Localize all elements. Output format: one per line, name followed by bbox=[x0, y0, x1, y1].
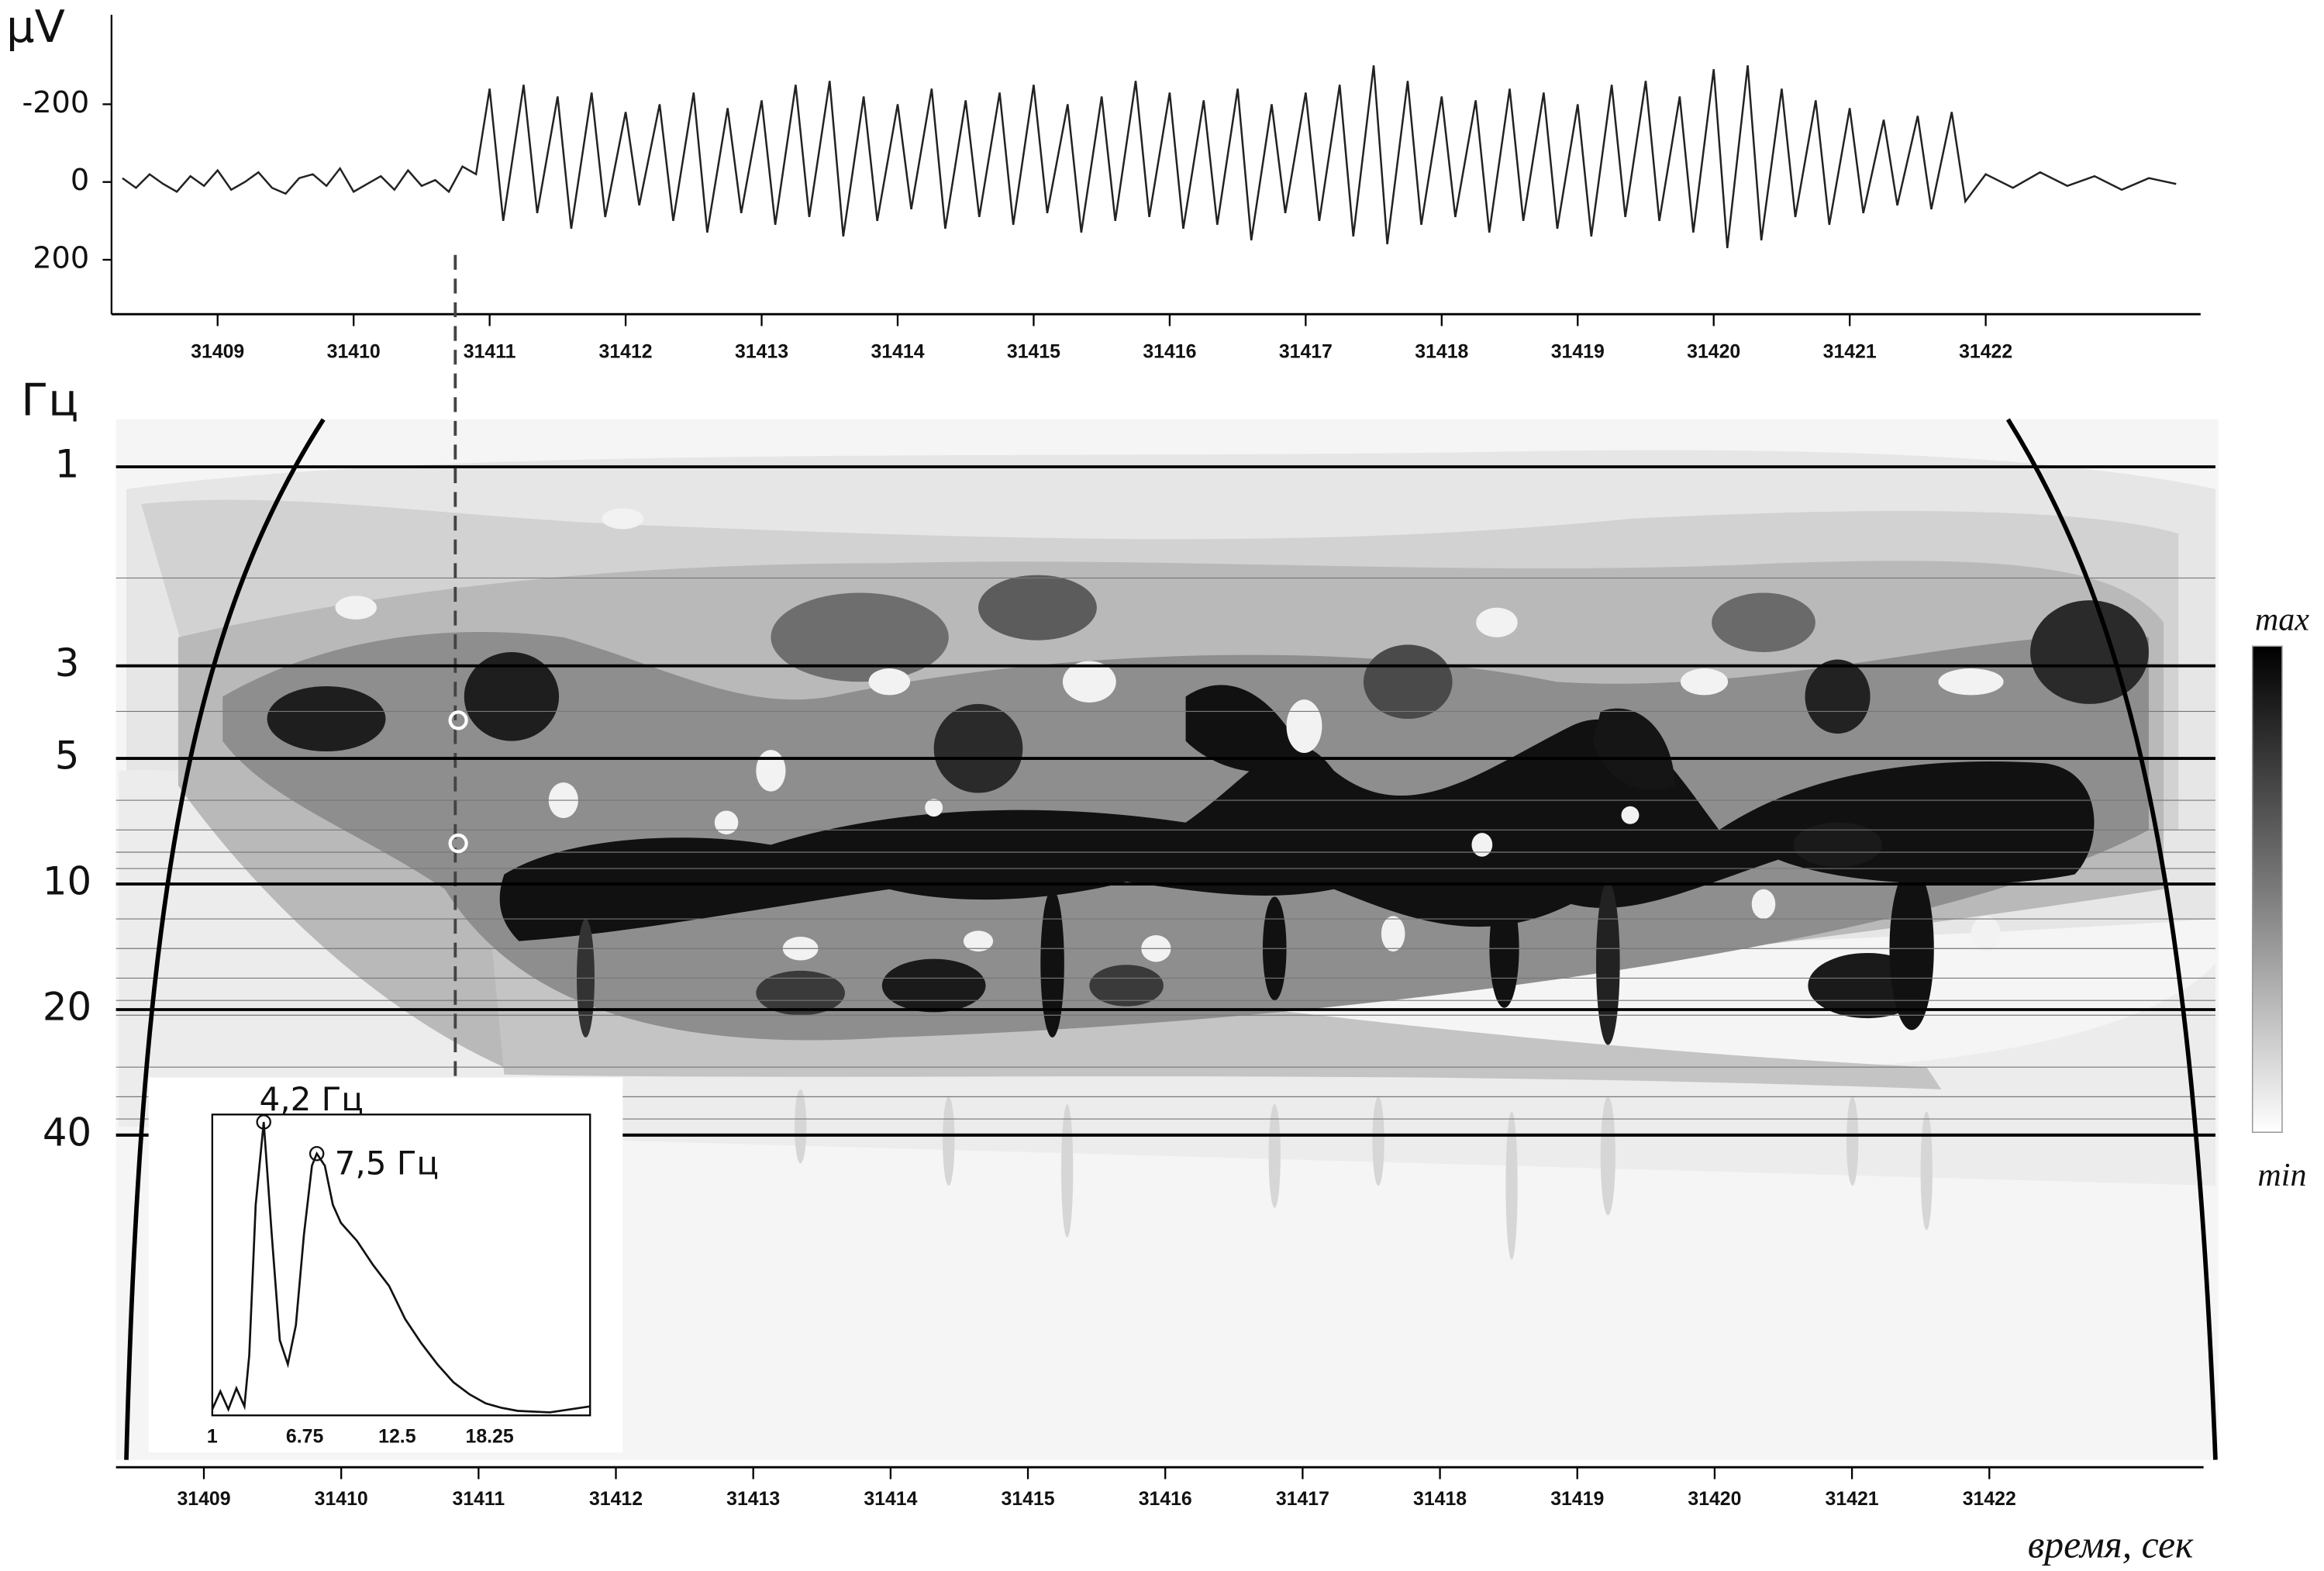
cone-of-influence bbox=[2005, 418, 2218, 1460]
inset-spectrum: 1 6.75 12.5 18.25 4,2 Гц 7,5 Гц bbox=[148, 1077, 623, 1453]
colorbar-max: max bbox=[2255, 602, 2309, 637]
peak-marker bbox=[309, 1146, 325, 1162]
x-tick-label: 31416 bbox=[1143, 341, 1196, 362]
x-tick-label: 31412 bbox=[589, 1489, 643, 1510]
x-tick-label: 31416 bbox=[1139, 1489, 1192, 1510]
x-tick-label: 31418 bbox=[1413, 1489, 1467, 1510]
x-tick-label: 31421 bbox=[1826, 1489, 1879, 1510]
y-tick-label: 10 bbox=[43, 859, 91, 904]
x-tick-label: 31422 bbox=[1959, 341, 2012, 362]
eeg-panel: μV 31409 31410 31411 31412 31413 31414 31415 31… bbox=[6, 1, 2201, 362]
y-tick-label: 3 bbox=[55, 640, 80, 685]
colorbar-min: min bbox=[2257, 1158, 2306, 1193]
x-tick-label: 31411 bbox=[464, 341, 516, 362]
x-tick-label: 31415 bbox=[1007, 341, 1060, 362]
x-tick-label: 31417 bbox=[1279, 341, 1333, 362]
x-tick-label: 31418 bbox=[1415, 341, 1468, 362]
x-tick-label: 1 bbox=[207, 1427, 218, 1448]
x-tick-label: 31411 bbox=[453, 1489, 505, 1510]
x-tick-label: 31420 bbox=[1687, 341, 1740, 362]
peak-marker bbox=[448, 710, 468, 730]
x-tick-label: 31420 bbox=[1688, 1489, 1741, 1510]
x-axis-label: время, сек bbox=[2028, 1524, 2194, 1566]
peak-marker bbox=[448, 833, 468, 854]
y-tick-label: 200 bbox=[33, 242, 89, 276]
x-tick-label: 31412 bbox=[599, 341, 653, 362]
y-tick-label: 5 bbox=[55, 734, 80, 779]
x-tick-label: 31413 bbox=[735, 341, 788, 362]
x-tick-label: 31414 bbox=[864, 1489, 917, 1510]
x-tick-label: 31414 bbox=[871, 341, 924, 362]
data-line bbox=[211, 1121, 591, 1414]
y-tick-label: 20 bbox=[43, 984, 91, 1029]
y-tick-label: 0 bbox=[71, 164, 89, 198]
spectrogram-contours bbox=[119, 450, 2215, 1260]
y-tick-label: -200 bbox=[22, 86, 89, 120]
inset-frame bbox=[211, 1114, 591, 1417]
y-axis-label: Гц bbox=[21, 375, 78, 426]
x-tick-label: 31419 bbox=[1550, 1489, 1604, 1510]
annotation: 7,5 Гц bbox=[335, 1145, 439, 1183]
x-tick-label: 31415 bbox=[1002, 1489, 1055, 1510]
x-tick-label: 18.25 bbox=[466, 1427, 514, 1448]
x-tick-label: 12.5 bbox=[378, 1427, 416, 1448]
x-tick-label: 31413 bbox=[726, 1489, 780, 1510]
x-tick-label: 31409 bbox=[191, 341, 244, 362]
x-tick-label: 31421 bbox=[1823, 341, 1877, 362]
x-tick-label: 31422 bbox=[1963, 1489, 2016, 1510]
cone-of-influence bbox=[124, 418, 326, 1460]
y-tick-label: 1 bbox=[55, 441, 80, 486]
x-tick-label: 31419 bbox=[1551, 341, 1605, 362]
colorbar bbox=[2251, 645, 2283, 1134]
x-tick-label: 6.75 bbox=[286, 1427, 324, 1448]
x-tick-label: 31409 bbox=[177, 1489, 230, 1510]
x-tick-label: 31410 bbox=[315, 1489, 368, 1510]
x-tick-label: 31410 bbox=[327, 341, 381, 362]
y-axis-label: μV bbox=[6, 1, 65, 53]
annotation: 4,2 Гц bbox=[259, 1080, 363, 1118]
spectrogram-panel: max min Гц время, сек 31409 31410 31411 314… bbox=[21, 254, 2309, 1566]
y-tick-label: 40 bbox=[43, 1110, 91, 1155]
x-tick-label: 31417 bbox=[1276, 1489, 1329, 1510]
peak-marker bbox=[256, 1114, 271, 1130]
data-line bbox=[122, 65, 2177, 249]
